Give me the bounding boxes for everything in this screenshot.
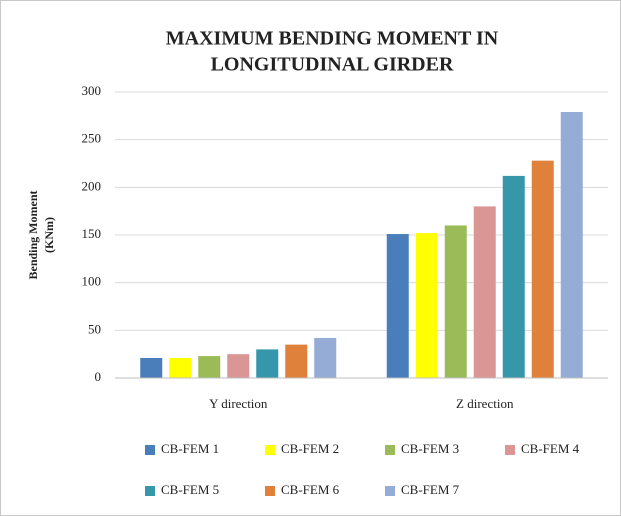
bar — [386, 234, 409, 378]
bar — [473, 206, 496, 378]
y-tick-label: 200 — [82, 178, 102, 193]
bar — [198, 356, 221, 378]
legend-label: CB-FEM 5 — [161, 482, 219, 497]
bar — [227, 354, 250, 378]
bar — [285, 344, 308, 378]
y-tick-label: 150 — [82, 226, 102, 241]
y-tick-label: 250 — [82, 131, 102, 146]
legend-label: CB-FEM 3 — [401, 441, 459, 456]
y-tick-label: 50 — [88, 321, 101, 336]
bar — [169, 357, 192, 378]
y-tick-label: 0 — [95, 369, 102, 384]
legend-label: CB-FEM 4 — [521, 441, 580, 456]
legend-label: CB-FEM 6 — [281, 482, 340, 497]
bar — [256, 349, 279, 378]
legend-swatch — [385, 486, 395, 496]
bar — [140, 357, 163, 378]
legend-swatch — [505, 445, 515, 455]
chart-title: MAXIMUM BENDING MOMENT IN — [166, 28, 499, 50]
y-tick-label: 100 — [82, 274, 102, 289]
x-tick-label: Y direction — [209, 396, 268, 411]
bar — [502, 175, 525, 378]
bar — [314, 337, 337, 378]
legend-swatch — [145, 486, 155, 496]
y-axis-label: (KNm) — [42, 217, 56, 253]
bar — [531, 160, 554, 378]
legend-label: CB-FEM 1 — [161, 441, 219, 456]
bar — [415, 233, 438, 378]
y-tick-label: 300 — [82, 83, 102, 98]
legend-label: CB-FEM 2 — [281, 441, 339, 456]
bar — [444, 225, 467, 378]
legend-label: CB-FEM 7 — [401, 482, 460, 497]
chart-title: LONGITUDINAL GIRDER — [211, 54, 454, 76]
legend-swatch — [385, 445, 395, 455]
bar — [560, 112, 583, 379]
legend-swatch — [265, 486, 275, 496]
x-tick-label: Z direction — [456, 396, 514, 411]
y-axis-label: Bending Moment — [26, 190, 40, 279]
legend-swatch — [145, 445, 155, 455]
legend-swatch — [265, 445, 275, 455]
